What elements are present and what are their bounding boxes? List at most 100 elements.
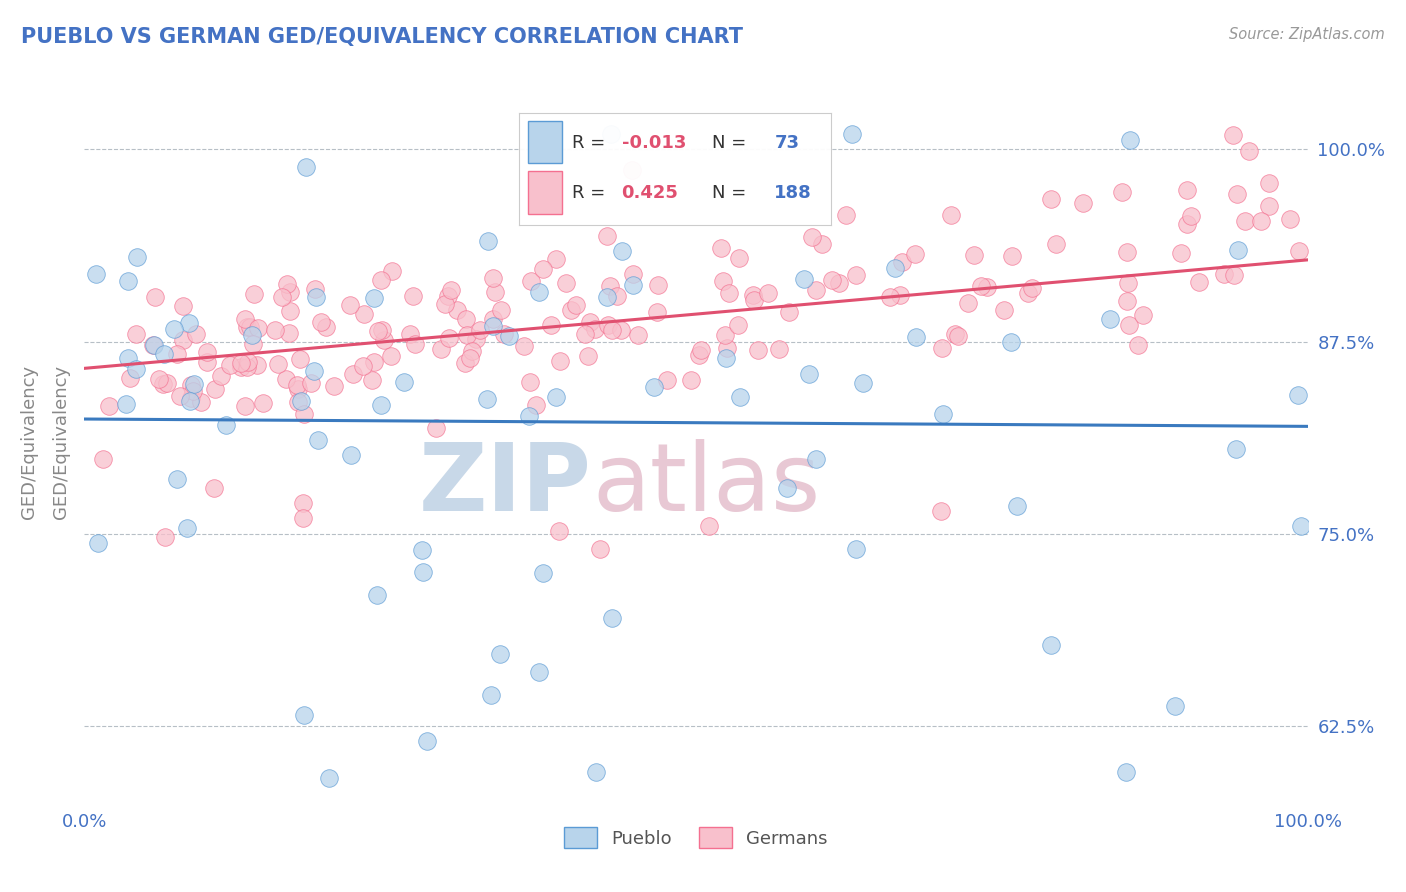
Point <box>931 504 953 518</box>
Point <box>1039 639 1062 653</box>
Point <box>456 312 478 326</box>
Point <box>742 288 765 302</box>
Point <box>513 339 536 353</box>
Point <box>176 521 198 535</box>
Point <box>437 289 460 303</box>
Point <box>458 351 481 365</box>
Point <box>371 323 394 337</box>
Point <box>1175 217 1198 231</box>
Point <box>153 530 176 544</box>
Point <box>305 290 328 304</box>
Point <box>479 688 502 702</box>
Point <box>381 264 404 278</box>
Point <box>440 283 463 297</box>
Legend: Pueblo, Germans: Pueblo, Germans <box>557 820 835 855</box>
Point <box>533 262 555 277</box>
Point <box>491 303 513 318</box>
Point <box>555 276 578 290</box>
Point <box>797 367 820 381</box>
Point <box>904 330 927 344</box>
Point <box>1237 144 1260 158</box>
Point <box>1119 133 1142 147</box>
Point <box>645 304 668 318</box>
Point <box>416 734 439 748</box>
Point <box>84 268 107 282</box>
Point <box>576 350 599 364</box>
Point <box>169 389 191 403</box>
Point <box>361 373 384 387</box>
Point <box>621 267 644 281</box>
Point <box>118 371 141 385</box>
Point <box>1250 214 1272 228</box>
Point <box>183 376 205 391</box>
Point <box>606 289 628 303</box>
Point <box>1116 294 1139 309</box>
Text: PUEBLO VS GERMAN GED/EQUIVALENCY CORRELATION CHART: PUEBLO VS GERMAN GED/EQUIVALENCY CORRELA… <box>21 27 744 46</box>
Point <box>166 472 188 486</box>
Point <box>939 208 962 222</box>
Point <box>291 511 314 525</box>
Point <box>148 372 170 386</box>
Point <box>204 382 226 396</box>
Point <box>547 524 569 538</box>
Point <box>236 355 259 369</box>
Point <box>621 163 644 178</box>
Point <box>484 285 506 299</box>
Point <box>931 341 953 355</box>
Point <box>804 452 827 467</box>
Point <box>596 290 619 304</box>
Point <box>529 285 551 299</box>
Point <box>470 323 492 337</box>
Point <box>744 293 766 307</box>
Point <box>143 338 166 352</box>
Point <box>716 341 738 355</box>
Point <box>152 347 174 361</box>
Point <box>482 271 505 285</box>
Point <box>439 331 461 345</box>
Point <box>1116 245 1139 260</box>
Point <box>233 312 256 326</box>
Point <box>1115 765 1137 780</box>
Point <box>278 326 301 340</box>
Point <box>1099 312 1122 326</box>
Point <box>299 376 322 391</box>
Point <box>195 355 218 369</box>
Point <box>1111 186 1133 200</box>
Point <box>231 356 253 370</box>
Point <box>285 378 308 392</box>
Point <box>589 542 612 557</box>
Point <box>233 399 256 413</box>
Point <box>560 302 582 317</box>
Point <box>278 285 301 300</box>
Point <box>531 566 554 581</box>
Point <box>579 315 602 329</box>
Point <box>454 356 477 370</box>
Point <box>599 279 621 293</box>
Point <box>904 247 927 261</box>
Point <box>179 394 201 409</box>
Point <box>291 496 314 510</box>
Point <box>125 362 148 376</box>
Point <box>323 379 346 393</box>
Point <box>143 290 166 304</box>
Point <box>776 481 799 495</box>
Point <box>295 160 318 174</box>
Point <box>1001 249 1024 263</box>
Point <box>1291 519 1313 533</box>
Point <box>546 252 568 267</box>
Point <box>304 282 326 296</box>
Point <box>1118 318 1140 332</box>
Point <box>756 286 779 301</box>
Y-axis label: GED/Equivalency: GED/Equivalency <box>52 365 70 518</box>
Point <box>969 278 991 293</box>
Point <box>125 250 148 264</box>
Point <box>278 304 301 318</box>
Point <box>845 542 868 557</box>
Point <box>681 373 703 387</box>
Point <box>367 324 389 338</box>
Point <box>433 296 456 310</box>
Point <box>621 278 644 293</box>
Point <box>219 359 242 373</box>
Point <box>190 394 212 409</box>
Point <box>596 318 619 333</box>
